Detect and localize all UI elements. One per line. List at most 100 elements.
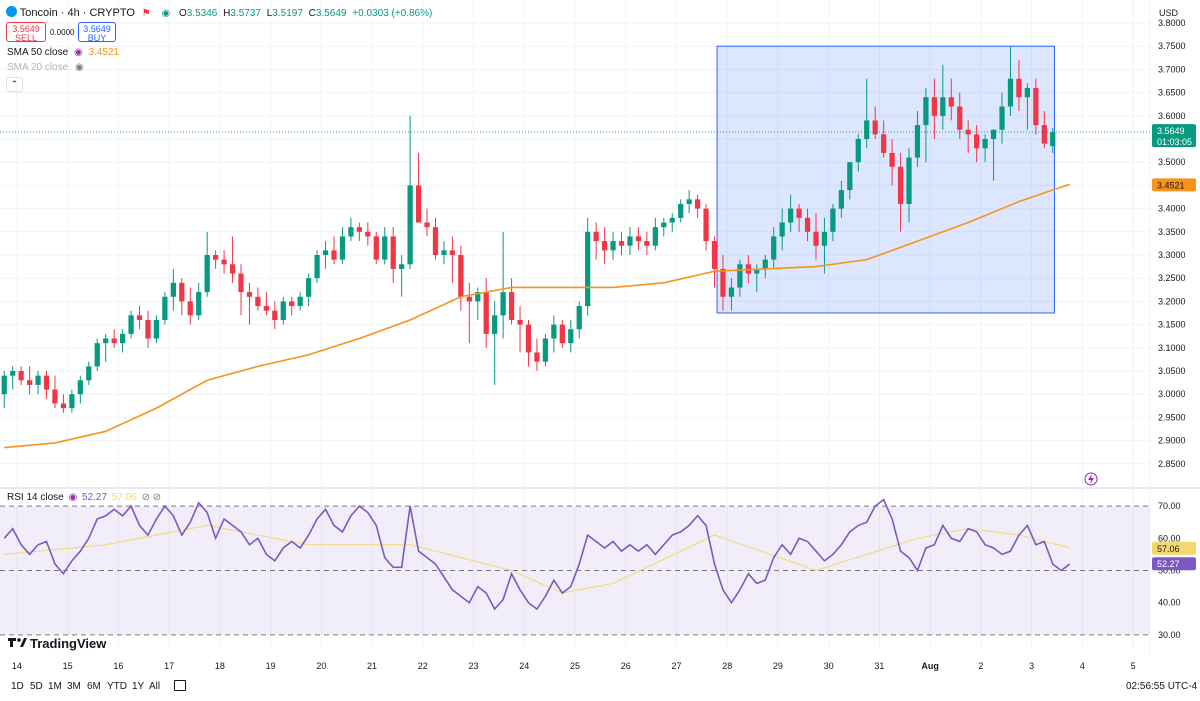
symbol-title[interactable]: Toncoin · 4h · CRYPTO — [19, 7, 135, 19]
candle-body — [585, 231, 591, 307]
candle-body — [948, 97, 954, 107]
candle-body — [830, 208, 836, 232]
rsi-ma-value: 57.06 — [111, 492, 137, 503]
price-tick-label: 3.6500 — [1158, 88, 1186, 98]
candle-body — [771, 236, 777, 260]
price-tick-label: 2.9000 — [1158, 436, 1186, 446]
collapse-legend-button[interactable]: ⌃ — [6, 77, 23, 92]
clock[interactable]: 02:56:55 UTC-4 — [1126, 681, 1198, 692]
sma20-label: SMA 20 close — [7, 62, 69, 73]
sma50-legend[interactable]: SMA 50 close ◉ 3.4521 — [7, 47, 119, 58]
rsi-axis[interactable]: 70.00 60.00 50.00 40.00 30.00 — [1158, 501, 1181, 640]
rsi-ma-tag-bg — [1152, 541, 1196, 555]
rsi-value-tag-text: 52.27 — [1157, 559, 1180, 569]
high-value: 3.5737 — [230, 8, 261, 19]
alert-icon[interactable] — [1084, 472, 1098, 486]
candle-body — [60, 403, 67, 409]
open-label: O — [178, 8, 187, 19]
candle-body — [289, 301, 295, 307]
candle-body — [441, 250, 447, 255]
candle-body — [382, 236, 388, 260]
candle-body — [322, 250, 329, 255]
rsi-settings-icon[interactable]: ◉ — [68, 492, 78, 503]
candle-body — [779, 222, 785, 237]
sma-price-tag-bg — [1152, 178, 1196, 192]
time-tick-label: 24 — [519, 661, 529, 671]
candle-body — [356, 227, 362, 232]
candle-body — [678, 203, 684, 218]
price-tick-label: 3.7500 — [1158, 41, 1186, 51]
price-tick-label: 3.1000 — [1158, 343, 1186, 353]
timeframe-ytd[interactable]: YTD — [107, 681, 127, 692]
last-price-tag-bg — [1152, 124, 1196, 148]
calendar-range-icon[interactable] — [174, 680, 186, 691]
candle-body — [449, 250, 456, 255]
candle-body — [213, 255, 219, 260]
rsi-tick-label: 60.00 — [1158, 533, 1181, 543]
candle-body — [813, 231, 819, 246]
time-tick-label: 29 — [773, 661, 783, 671]
timeframe-1y[interactable]: 1Y — [132, 681, 145, 692]
svg-text:TradingView: TradingView — [30, 636, 107, 651]
rsi-label: RSI 14 close — [7, 492, 64, 503]
candle-body — [35, 375, 41, 385]
buy-button[interactable]: 3.5649 BUY — [78, 22, 116, 43]
candle-body — [686, 199, 692, 204]
price-tick-label: 3.3000 — [1158, 250, 1186, 260]
price-tick-label: 3.8000 — [1158, 18, 1186, 28]
candles — [1, 46, 1056, 413]
rsi-tick-label: 50.00 — [1158, 566, 1181, 576]
candle-body — [517, 319, 523, 325]
candle-body — [187, 301, 193, 316]
eye-hidden-icon[interactable]: ◉ — [74, 62, 84, 73]
sma-price-tag-text: 3.4521 — [1157, 180, 1185, 190]
flag-icon[interactable]: ⚑ — [141, 8, 151, 19]
candle-body — [601, 241, 608, 251]
buy-label: BUY — [87, 33, 107, 43]
rsi-visibility-icon[interactable]: ⊘ — [141, 492, 151, 503]
rsi-tick-label: 70.00 — [1158, 501, 1181, 511]
candle-body — [153, 319, 160, 339]
candle-body — [373, 236, 379, 260]
candle-body — [931, 97, 937, 116]
candle-body — [407, 185, 413, 265]
price-tick-label: 3.3500 — [1158, 227, 1186, 237]
candle-body — [965, 129, 971, 135]
price-tick-label: 2.9500 — [1158, 412, 1186, 422]
candle-body — [432, 227, 439, 255]
time-axis[interactable]: 14 15 16 17 18 19 20 21 22 23 24 25 26 27 28 29 30 31 Aug 2… — [12, 661, 1136, 671]
timeframe-1d[interactable]: 1D — [11, 681, 24, 692]
candle-body — [272, 310, 278, 320]
rsi-legend[interactable]: RSI 14 close ◉ 52.27 57.06 ⊘ ⊘ — [7, 492, 161, 503]
sma20-legend[interactable]: SMA 20 close ◉ — [7, 62, 84, 73]
candle-body — [694, 199, 701, 209]
timeframe-all[interactable]: All — [149, 681, 161, 692]
candle-body — [982, 139, 988, 149]
timeframe-6m[interactable]: 6M — [87, 681, 101, 692]
price-tick-label: 3.1500 — [1158, 320, 1186, 330]
sma50-label: SMA 50 close — [7, 47, 69, 58]
candle-body — [737, 264, 743, 288]
sma-price-tag: 3.4521 — [1152, 178, 1196, 192]
grid-lines — [0, 0, 1200, 656]
timeframe-3m[interactable]: 3M — [67, 681, 81, 692]
highlight-rectangle[interactable] — [716, 45, 1055, 314]
currency-label[interactable]: USD — [1159, 8, 1179, 18]
candle-body — [390, 236, 396, 269]
time-tick-label: 25 — [570, 661, 580, 671]
candle-body — [86, 366, 92, 381]
close-value: 3.5649 — [315, 8, 347, 19]
candle-body — [897, 166, 904, 204]
price-axis[interactable]: 3.80003.75003.70003.65003.60003.55003.50… — [1158, 18, 1186, 469]
candle-body — [399, 264, 405, 269]
rsi-more-icon[interactable]: ⊘ — [152, 492, 162, 503]
timeframe-5d[interactable]: 5D — [30, 681, 43, 692]
candle-body — [551, 324, 557, 339]
candle-body — [365, 231, 371, 237]
price-tick-label: 3.2500 — [1158, 273, 1186, 283]
sell-button[interactable]: 3.5649 SELL — [6, 22, 46, 43]
timeframe-1m[interactable]: 1M — [48, 681, 62, 692]
settings-icon[interactable]: ◉ — [73, 47, 83, 58]
